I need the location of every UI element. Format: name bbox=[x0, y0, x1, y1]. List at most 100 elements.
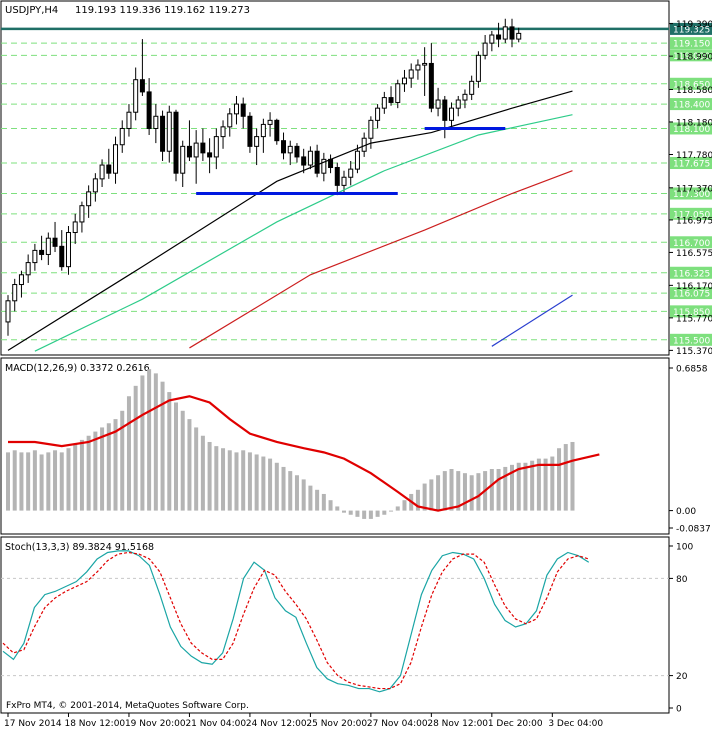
candle-body bbox=[401, 77, 407, 85]
level-label: 115.500 bbox=[673, 336, 710, 346]
candle-body bbox=[455, 99, 461, 109]
level-label-bg bbox=[670, 287, 712, 300]
macd-bar bbox=[100, 427, 105, 511]
candle-body bbox=[153, 115, 159, 129]
macd-bar bbox=[59, 452, 64, 511]
macd-bar bbox=[200, 435, 205, 511]
level-label-bg bbox=[670, 305, 712, 318]
macd-bar bbox=[174, 402, 178, 511]
macd-bar bbox=[301, 479, 306, 511]
price-tick-label: 118.990 bbox=[676, 53, 712, 63]
candle-body bbox=[321, 158, 327, 174]
macd-bar bbox=[496, 469, 501, 511]
macd-bar bbox=[66, 448, 71, 511]
price-axis: 119.325 119.150 119.000 118.650 118.400 118.1… bbox=[669, 20, 712, 357]
candle-body bbox=[207, 152, 213, 158]
candle-body bbox=[12, 284, 18, 302]
candle-body bbox=[314, 150, 320, 174]
macd-bar bbox=[12, 450, 17, 511]
level-label-bg bbox=[670, 333, 712, 346]
macd-bar bbox=[402, 500, 407, 511]
macd-bar bbox=[422, 483, 427, 511]
level-label: 115.850 bbox=[673, 308, 710, 318]
ma-mid-line bbox=[34, 114, 573, 352]
macd-bar bbox=[254, 454, 259, 511]
macd-bar bbox=[113, 419, 118, 511]
chart-header-ohlc: 119.193 119.336 119.162 119.273 bbox=[75, 5, 250, 16]
macd-bar bbox=[436, 475, 441, 511]
stoch-tick-label: 80 bbox=[676, 575, 688, 585]
candle-body bbox=[113, 144, 119, 174]
level-label: 119.000 bbox=[673, 52, 710, 62]
ma-long-line bbox=[491, 294, 573, 347]
candle-body bbox=[489, 34, 495, 44]
ma-slow-line bbox=[189, 170, 573, 349]
macd-bar bbox=[19, 452, 24, 511]
macd-bar bbox=[395, 506, 400, 511]
stoch-panel-frame bbox=[0, 536, 670, 714]
candle-body bbox=[25, 262, 31, 276]
time-tick-label: 3 Dec 04:00 bbox=[548, 719, 603, 729]
macd-bar bbox=[543, 458, 548, 511]
level-label: 118.400 bbox=[673, 101, 710, 111]
level-label-bg bbox=[670, 122, 712, 135]
candle-body bbox=[422, 62, 428, 66]
moving-averages bbox=[7, 90, 573, 352]
macd-bar bbox=[382, 510, 387, 515]
ma-fast-line bbox=[7, 90, 573, 351]
stoch-tick-label: 100 bbox=[676, 543, 693, 553]
macd-bar bbox=[147, 369, 152, 511]
candle-body bbox=[475, 54, 481, 82]
candle-body bbox=[287, 145, 293, 154]
candle-body bbox=[72, 221, 78, 234]
macd-bar bbox=[429, 479, 434, 511]
macd-bar bbox=[456, 471, 461, 511]
candle-body bbox=[496, 34, 502, 40]
macd-bar bbox=[241, 450, 246, 511]
candle-body bbox=[133, 79, 139, 113]
macd-bar bbox=[536, 458, 541, 511]
level-label-bg bbox=[670, 77, 712, 90]
level-label-bg bbox=[670, 266, 712, 279]
candle-body bbox=[516, 32, 522, 40]
macd-bar bbox=[106, 423, 111, 511]
price-tick-label: 117.780 bbox=[676, 151, 712, 161]
candle-body bbox=[482, 42, 488, 56]
macd-bar bbox=[328, 500, 333, 511]
candle-body bbox=[52, 237, 58, 247]
candlestick-series bbox=[5, 18, 522, 336]
macd-bar bbox=[120, 410, 125, 511]
level-label: 116.075 bbox=[673, 290, 710, 300]
macd-bar bbox=[294, 475, 299, 511]
macd-bar bbox=[32, 450, 37, 511]
level-label-bg bbox=[670, 187, 712, 200]
macd-bar bbox=[261, 456, 266, 511]
macd-bar bbox=[503, 466, 508, 511]
candle-body bbox=[435, 99, 441, 109]
macd-bar bbox=[26, 452, 31, 511]
candle-body bbox=[99, 164, 105, 180]
candle-body bbox=[354, 150, 360, 170]
macd-bar bbox=[167, 392, 172, 511]
macd-bar bbox=[550, 456, 555, 511]
price-tick-label: 116.575 bbox=[676, 249, 712, 259]
chart-header-symbol: USDJPY,H4 bbox=[5, 5, 58, 16]
stochastic-indicator: Stoch(13,3,3) 89.3824 91.5168 100 80 20 0 bbox=[1, 542, 693, 715]
candle-body bbox=[233, 103, 239, 115]
candle-body bbox=[294, 145, 300, 158]
stoch-title: Stoch(13,3,3) 89.3824 91.5168 bbox=[5, 542, 154, 553]
level-label-bg bbox=[670, 157, 712, 170]
candle-body bbox=[462, 93, 468, 101]
macd-bar bbox=[308, 485, 313, 511]
level-label-bg bbox=[670, 37, 712, 50]
price-tick-label: 115.770 bbox=[676, 314, 712, 324]
price-tick-label: 118.180 bbox=[676, 118, 712, 128]
candle-body bbox=[18, 274, 24, 286]
level-label: 118.650 bbox=[673, 80, 710, 90]
candle-body bbox=[348, 168, 354, 178]
macd-bar bbox=[160, 381, 165, 511]
candle-body bbox=[92, 178, 98, 193]
level-label-bg bbox=[670, 98, 712, 111]
level-grid bbox=[1, 27, 669, 341]
macd-bar bbox=[73, 444, 78, 511]
